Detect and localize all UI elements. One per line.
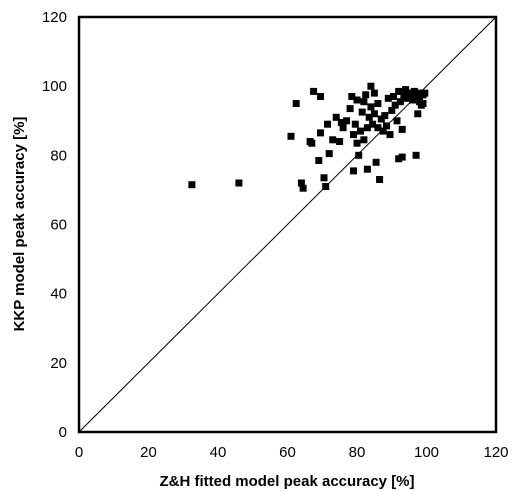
y-axis-title: KKP model peak accuracy [%] xyxy=(11,117,28,332)
data-point xyxy=(360,98,368,106)
data-point xyxy=(374,124,382,132)
data-point xyxy=(390,93,397,100)
data-point xyxy=(388,106,396,114)
y-axis-ticks: 0 20 40 60 80 100 120 xyxy=(42,9,67,441)
data-point xyxy=(419,100,427,107)
data-point xyxy=(376,176,384,183)
data-point xyxy=(362,91,370,99)
data-point xyxy=(299,184,307,192)
data-point xyxy=(337,119,345,126)
data-point xyxy=(363,165,371,173)
data-point xyxy=(383,122,390,130)
data-point xyxy=(317,129,324,137)
y-tick-label: 0 xyxy=(59,424,67,441)
data-point xyxy=(353,139,361,147)
data-point xyxy=(350,131,357,139)
y-tick-label: 120 xyxy=(42,9,67,26)
data-point xyxy=(363,124,371,132)
data-point xyxy=(386,131,394,139)
data-point xyxy=(374,100,382,107)
data-point xyxy=(317,93,324,100)
data-point xyxy=(315,157,323,164)
data-point xyxy=(320,174,328,182)
data-point xyxy=(372,158,380,166)
data-point xyxy=(336,138,344,145)
data-point xyxy=(370,110,378,118)
data-point xyxy=(322,183,330,190)
data-point xyxy=(325,150,333,158)
data-point xyxy=(235,179,243,187)
data-point xyxy=(369,120,377,128)
data-point xyxy=(287,132,295,140)
data-point xyxy=(339,124,347,132)
data-point xyxy=(357,127,364,135)
reference-line xyxy=(78,16,497,433)
data-point xyxy=(393,117,401,125)
data-point xyxy=(350,167,357,175)
data-point xyxy=(188,181,196,189)
y-tick-label: 20 xyxy=(50,355,67,372)
data-point xyxy=(396,98,404,106)
data-point xyxy=(412,151,420,159)
data-point xyxy=(391,101,399,109)
data-point xyxy=(409,96,417,104)
data-point xyxy=(414,110,422,118)
data-point xyxy=(410,87,418,95)
data-point xyxy=(308,139,316,147)
x-tick-label: 60 xyxy=(279,444,296,461)
data-point xyxy=(421,89,429,97)
data-point xyxy=(297,179,305,187)
data-point xyxy=(343,117,351,125)
data-point xyxy=(324,120,331,128)
data-point xyxy=(292,100,300,107)
data-point xyxy=(365,113,373,121)
data-point xyxy=(381,112,389,120)
data-point xyxy=(355,151,363,159)
plot-border xyxy=(77,15,498,434)
x-tick-label: 20 xyxy=(140,444,157,461)
data-points xyxy=(188,82,429,192)
data-point xyxy=(353,96,361,104)
data-point xyxy=(379,127,387,135)
data-point xyxy=(398,153,406,161)
data-point xyxy=(398,125,406,133)
data-point xyxy=(395,87,403,95)
data-point xyxy=(329,136,337,144)
data-point xyxy=(348,93,356,100)
x-tick-label: 40 xyxy=(210,444,227,461)
x-axis-title: Z&H fitted model peak accuracy [%] xyxy=(159,473,414,490)
data-point xyxy=(370,89,378,97)
x-tick-label: 120 xyxy=(483,444,508,461)
x-tick-label: 100 xyxy=(414,444,439,461)
data-point xyxy=(360,136,368,144)
x-tick-label: 0 xyxy=(75,444,83,461)
data-point xyxy=(384,94,392,102)
x-axis-ticks: 0 20 40 60 80 100 120 xyxy=(75,444,509,461)
data-point xyxy=(367,103,375,111)
y-tick-label: 60 xyxy=(50,217,67,234)
data-point xyxy=(367,82,375,90)
data-point xyxy=(358,108,366,116)
x-tick-label: 80 xyxy=(349,444,366,461)
y-tick-label: 40 xyxy=(50,286,67,303)
data-point xyxy=(332,113,340,121)
y-tick-label: 80 xyxy=(50,147,67,164)
data-point xyxy=(346,105,354,113)
data-point xyxy=(351,120,359,128)
y-tick-label: 100 xyxy=(42,78,67,95)
data-point xyxy=(310,87,318,95)
